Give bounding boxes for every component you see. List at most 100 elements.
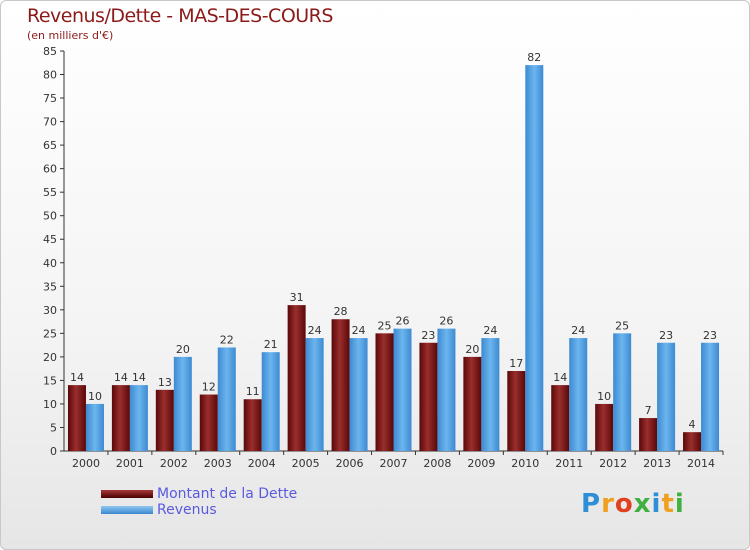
- debt-bar: [243, 399, 262, 451]
- revenue-value-label: 14: [132, 371, 146, 384]
- x-tick-label: 2009: [467, 457, 495, 470]
- x-tick-label: 2007: [380, 457, 408, 470]
- debt-value-label: 23: [421, 329, 435, 342]
- debt-bar: [419, 342, 438, 451]
- revenue-value-label: 24: [308, 324, 322, 337]
- legend-label-revenue: Revenus: [157, 502, 217, 518]
- debt-bar: [463, 356, 482, 451]
- x-tick-label: 2001: [116, 457, 144, 470]
- chart-bars: [67, 65, 720, 451]
- debt-value-label: 25: [378, 319, 392, 332]
- y-tick-label: 35: [43, 280, 57, 293]
- y-tick-label: 5: [50, 421, 57, 434]
- x-tick-label: 2000: [72, 457, 100, 470]
- revenue-bar: [393, 328, 412, 451]
- debt-bar: [507, 371, 526, 451]
- x-tick-label: 2006: [336, 457, 364, 470]
- legend-swatch-debt: [101, 490, 153, 498]
- x-tick-label: 2010: [511, 457, 539, 470]
- y-tick-label: 20: [43, 351, 57, 364]
- revenue-value-label: 25: [615, 319, 629, 332]
- y-tick-label: 25: [43, 327, 57, 340]
- debt-bar: [683, 432, 702, 451]
- revenue-value-label: 23: [659, 329, 673, 342]
- chart-title: Revenus/Dette - MAS-DES-COURS: [27, 5, 333, 27]
- x-tick-label: 2013: [643, 457, 671, 470]
- logo-letter: i: [674, 489, 685, 519]
- debt-bar: [67, 385, 86, 451]
- y-tick-label: 70: [43, 116, 57, 129]
- x-tick-label: 2014: [687, 457, 715, 470]
- revenue-bar: [437, 328, 456, 451]
- logo-letter: o: [614, 489, 634, 519]
- revenue-bar: [701, 342, 720, 451]
- revenue-bar: [305, 338, 324, 451]
- x-tick-label: 2005: [292, 457, 320, 470]
- revenue-value-label: 24: [483, 324, 497, 337]
- debt-value-label: 28: [334, 305, 348, 318]
- debt-value-label: 10: [597, 390, 611, 403]
- revenue-value-label: 26: [439, 315, 453, 328]
- y-tick-label: 0: [50, 445, 57, 458]
- debt-value-label: 7: [645, 404, 652, 417]
- debt-value-label: 12: [202, 381, 216, 394]
- revenue-bar: [129, 385, 148, 451]
- x-tick-label: 2002: [160, 457, 188, 470]
- debt-bar: [155, 389, 174, 451]
- debt-value-label: 13: [158, 376, 172, 389]
- y-tick-label: 40: [43, 257, 57, 270]
- x-tick-label: 2011: [555, 457, 583, 470]
- y-tick-label: 10: [43, 398, 57, 411]
- revenue-value-label: 24: [352, 324, 366, 337]
- y-tick-label: 15: [43, 374, 57, 387]
- logo-letter: x: [633, 489, 652, 519]
- y-tick-label: 85: [43, 45, 57, 58]
- debt-value-label: 31: [290, 291, 304, 304]
- revenue-value-label: 10: [88, 390, 102, 403]
- legend-swatch-revenue: [101, 506, 153, 514]
- y-tick-label: 50: [43, 210, 57, 223]
- chart-data-labels: 14 10 14 14 13 20 12 22 11 21 31 24 28 24 25 26 23 26 20 24…: [70, 51, 717, 431]
- debt-bar: [199, 394, 218, 451]
- debt-value-label: 11: [246, 385, 260, 398]
- y-tick-label: 80: [43, 69, 57, 82]
- debt-value-label: 14: [553, 371, 567, 384]
- debt-bar: [551, 385, 570, 451]
- debt-value-label: 14: [114, 371, 128, 384]
- revenue-bar: [657, 342, 676, 451]
- x-tick-label: 2004: [248, 457, 276, 470]
- y-tick-label: 60: [43, 163, 57, 176]
- revenue-bar: [349, 338, 368, 451]
- chart-unit-label: (en milliers d'€): [27, 29, 114, 42]
- debt-bar: [287, 305, 306, 451]
- debt-value-label: 14: [70, 371, 84, 384]
- logo-letter: i: [651, 489, 662, 519]
- debt-bar: [375, 333, 394, 451]
- revenue-value-label: 21: [264, 338, 278, 351]
- revenue-value-label: 23: [703, 329, 717, 342]
- y-tick-label: 55: [43, 186, 57, 199]
- revenue-bar: [525, 65, 544, 451]
- revenue-bar: [613, 333, 632, 451]
- x-tick-label: 2003: [204, 457, 232, 470]
- logo-letter: P: [581, 489, 602, 519]
- debt-bar: [595, 403, 614, 451]
- revenue-value-label: 26: [396, 315, 410, 328]
- y-tick-label: 30: [43, 304, 57, 317]
- revenue-bar: [85, 403, 104, 451]
- revenue-bar: [569, 338, 588, 451]
- revenue-bar: [217, 347, 236, 451]
- y-tick-label: 65: [43, 139, 57, 152]
- x-tick-label: 2008: [423, 457, 451, 470]
- legend-label-debt: Montant de la Dette: [157, 486, 298, 502]
- debt-bar: [639, 418, 658, 451]
- logo-letter: r: [601, 489, 615, 519]
- y-tick-label: 45: [43, 233, 57, 246]
- y-tick-label: 75: [43, 92, 57, 105]
- revenue-value-label: 20: [176, 343, 190, 356]
- debt-bar: [111, 385, 130, 451]
- proxiti-logo: Proxiti: [581, 489, 685, 519]
- debt-value-label: 17: [509, 357, 523, 370]
- debt-value-label: 4: [689, 418, 696, 431]
